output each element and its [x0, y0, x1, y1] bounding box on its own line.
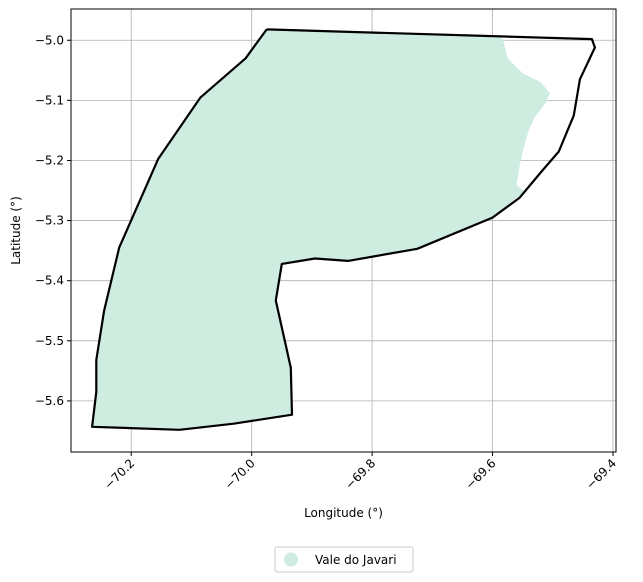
x-tick-label-2: −69.8 [342, 456, 378, 492]
y-tick-label-6: −5.6 [35, 394, 64, 408]
y-axis-ticks: −5.0 −5.1 −5.2 −5.3 −5.4 −5.5 −5.6 [35, 33, 71, 408]
x-tick-label-3: −69.6 [463, 456, 499, 492]
plot-frame [70, 8, 617, 453]
x-tick-label-1: −70.0 [222, 456, 258, 492]
municipality-boundary [90, 28, 597, 431]
legend-label-vale-do-javari: Vale do Javari [315, 553, 397, 567]
y-tick-label-4: −5.4 [35, 274, 64, 288]
legend-marker-vale-do-javari [284, 552, 298, 567]
x-tick-label-4: −69.4 [583, 456, 619, 492]
vale-do-javari-fill [92, 29, 550, 430]
y-tick-label-5: −5.5 [35, 334, 64, 348]
legend: Vale do Javari [274, 546, 414, 573]
y-tick-label-3: −5.3 [35, 214, 64, 228]
x-axis-label: Longitude (°) [304, 506, 383, 520]
region-layer [90, 28, 597, 431]
x-tick-label-0: −70.2 [101, 456, 137, 492]
x-axis-ticks: −70.2 −70.0 −69.8 −69.6 −69.4 [101, 452, 619, 492]
y-tick-label-0: −5.0 [35, 33, 64, 47]
y-tick-label-2: −5.2 [35, 153, 64, 167]
y-tick-label-1: −5.1 [35, 93, 64, 107]
legend-box [274, 546, 414, 573]
y-axis-label: Latitude (°) [9, 196, 23, 265]
